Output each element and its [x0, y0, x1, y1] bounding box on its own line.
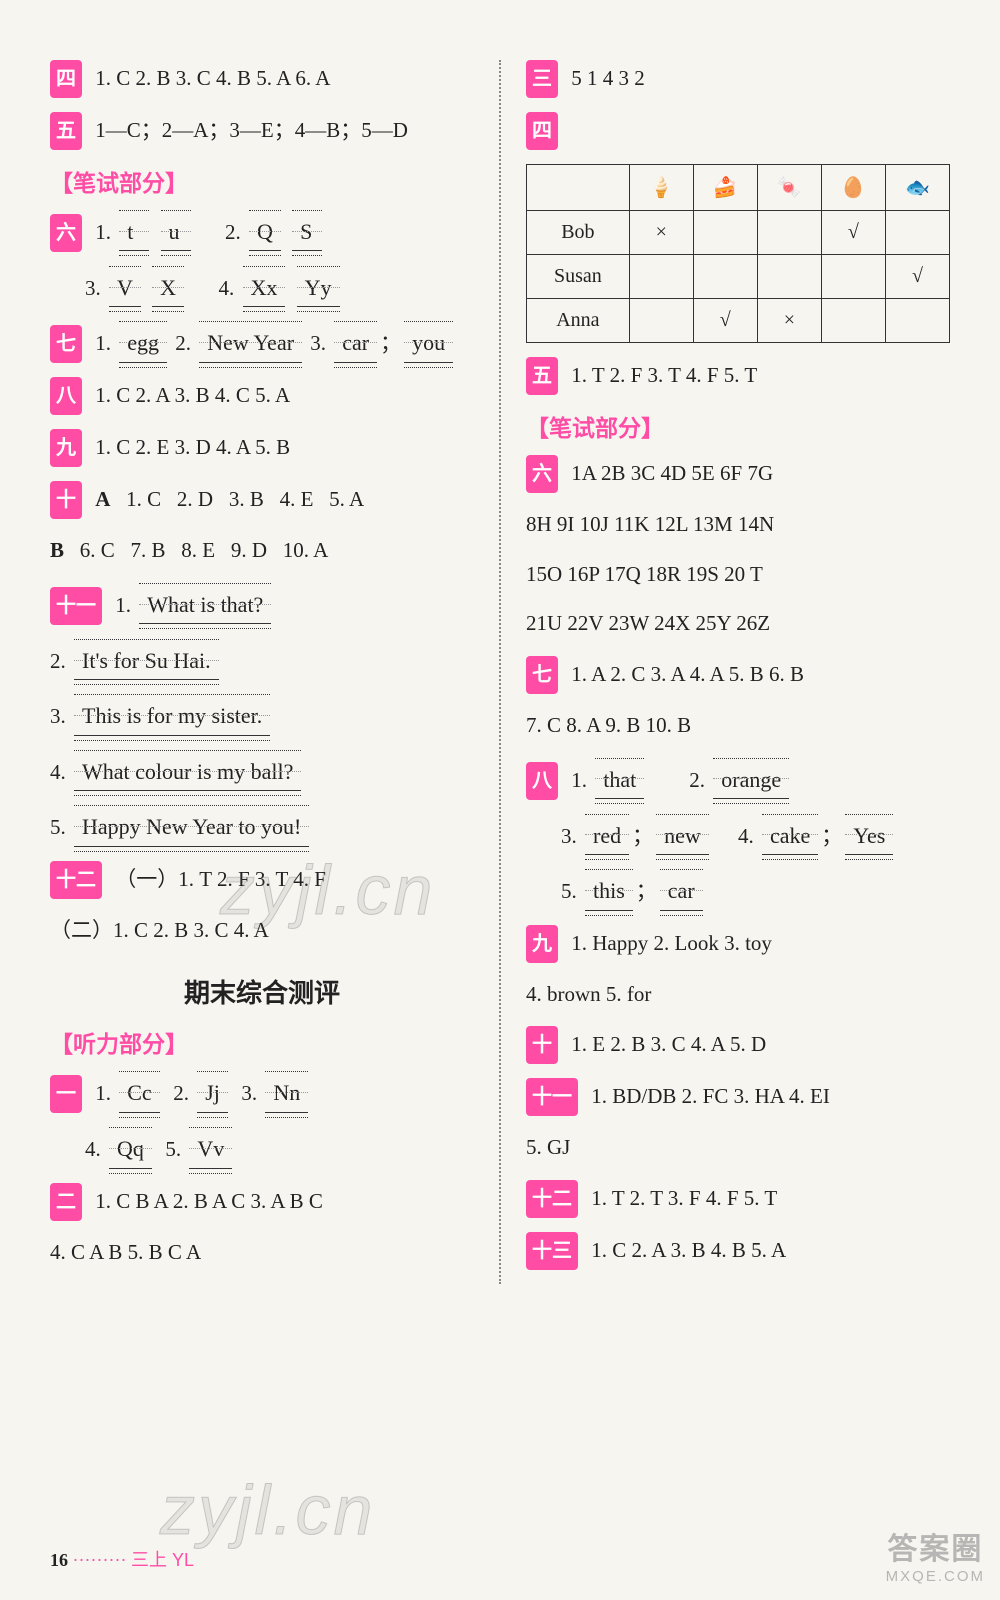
rq9-1: 九 1. Happy 2. Look 3. toy [526, 925, 950, 963]
marker-11: 十一 [50, 587, 102, 625]
q11-1: 十一 1. What is that? [50, 583, 474, 625]
marker-r5: 五 [526, 357, 558, 395]
marker-r6: 六 [526, 455, 558, 493]
marker-r11: 十一 [526, 1078, 578, 1116]
q9: 九 1. C 2. E 3. D 4. A 5. B [50, 429, 474, 467]
marker-r13: 十三 [526, 1232, 578, 1270]
rq6-1: 六 1A 2B 3C 4D 5E 6F 7G [526, 455, 950, 493]
rq13: 十三 1. C 2. A 3. B 4. B 5. A [526, 1232, 950, 1270]
page-number: 16 [50, 1550, 68, 1570]
q4-text: 1. C 2. B 3. C 4. B 5. A 6. A [95, 66, 330, 90]
rq5: 五 1. T 2. F 3. T 4. F 5. T [526, 357, 950, 395]
marker-7: 七 [50, 325, 82, 363]
marker-r8: 八 [526, 762, 558, 800]
q10a: 十 A 1. C 2. D 3. B 4. E 5. A [50, 481, 474, 519]
marker-6: 六 [50, 214, 82, 252]
rq6-4: 21U 22V 23W 24X 25Y 26Z [526, 606, 950, 642]
q6-line2: 3. V X 4. Xx Yy [85, 266, 474, 307]
marker-b1: 一 [50, 1075, 82, 1113]
watermark-2: zyjl.cn [160, 1470, 375, 1550]
rq8-1: 八 1. that 2. orange [526, 758, 950, 800]
table-row: Susan √ [527, 255, 950, 299]
exam-title: 期末综合测评 [50, 973, 474, 1010]
q11-2: 2. It's for Su Hai. [50, 639, 474, 680]
q12-1: 十二 （一）1. T 2. F 3. T 4. F [50, 861, 474, 899]
icon-icecream: 🍦 [629, 165, 693, 211]
q8: 八 1. C 2. A 3. B 4. C 5. A [50, 377, 474, 415]
marker-9: 九 [50, 429, 82, 467]
marker-b2: 二 [50, 1183, 82, 1221]
q6: 六 1. t u 2. Q S [50, 210, 474, 252]
marker-4: 四 [50, 60, 82, 98]
section-written-r: 【笔试部分】 [526, 409, 950, 443]
section-written: 【笔试部分】 [50, 164, 474, 198]
section-listening: 【听力部分】 [50, 1025, 474, 1059]
corner-watermark: 答案圈 MXQE.COM [886, 1524, 985, 1585]
q11-5: 5. Happy New Year to you! [50, 805, 474, 846]
page-footer: 16 ········· 三上 YL [50, 1546, 194, 1572]
rq10: 十 1. E 2. B 3. C 4. A 5. D [526, 1026, 950, 1064]
rq6-2: 8H 9I 10J 11K 12L 13M 14N [526, 507, 950, 543]
marker-8: 八 [50, 377, 82, 415]
rq8-2: 3. red；new 4. cake；Yes [561, 814, 950, 855]
icon-candy: 🍬 [757, 165, 821, 211]
q11-3: 3. This is for my sister. [50, 694, 474, 735]
q10b: B 6. C 7. B 8. E 9. D 10. A [50, 533, 474, 569]
bq2-line1: 二 1. C B A 2. B A C 3. A B C [50, 1183, 474, 1221]
right-column: 三 5 1 4 3 2 四 🍦 🍰 🍬 🥚 🐟 Bob × √ [526, 60, 950, 1284]
table-row: Bob × √ [527, 211, 950, 255]
marker-r3: 三 [526, 60, 558, 98]
table-row: Anna √ × [527, 299, 950, 343]
q12-2: （二）1. C 2. B 3. C 4. A [50, 913, 474, 949]
rq11-2: 5. GJ [526, 1130, 950, 1166]
q5-text: 1—C；2—A；3—E；4—B；5—D [95, 118, 408, 142]
rq7-2: 7. C 8. A 9. B 10. B [526, 708, 950, 744]
left-column: 四 1. C 2. B 3. C 4. B 5. A 6. A 五 1—C；2—… [50, 60, 474, 1284]
icon-egg: 🥚 [821, 165, 885, 211]
rq7-1: 七 1. A 2. C 3. A 4. A 5. B 6. B [526, 656, 950, 694]
marker-r7: 七 [526, 656, 558, 694]
table-header: 🍦 🍰 🍬 🥚 🐟 [527, 165, 950, 211]
rq4-marker: 四 [526, 112, 950, 150]
rq9-2: 4. brown 5. for [526, 977, 950, 1013]
food-table: 🍦 🍰 🍬 🥚 🐟 Bob × √ Susan √ [526, 164, 950, 343]
q4: 四 1. C 2. B 3. C 4. B 5. A 6. A [50, 60, 474, 98]
marker-r9: 九 [526, 925, 558, 963]
bq2-line2: 4. C A B 5. B C A [50, 1235, 474, 1271]
bq1-line1: 一 1. Cc 2. Jj 3. Nn [50, 1071, 474, 1113]
marker-r12: 十二 [526, 1180, 578, 1218]
marker-10: 十 [50, 481, 82, 519]
footer-code: 三上 YL [131, 1550, 194, 1570]
rq6-3: 15O 16P 17Q 18R 19S 20 T [526, 557, 950, 593]
q11-4: 4. What colour is my ball? [50, 750, 474, 791]
marker-r10: 十 [526, 1026, 558, 1064]
q7: 七 1. egg 2. New Year 3. car；you [50, 321, 474, 363]
rq8-3: 5. this；car [561, 869, 950, 910]
rq11-1: 十一 1. BD/DB 2. FC 3. HA 4. EI [526, 1078, 950, 1116]
icon-fish: 🐟 [885, 165, 949, 211]
icon-cake: 🍰 [693, 165, 757, 211]
marker-12: 十二 [50, 861, 102, 899]
rq12: 十二 1. T 2. T 3. F 4. F 5. T [526, 1180, 950, 1218]
marker-r4: 四 [526, 112, 558, 150]
marker-5: 五 [50, 112, 82, 150]
rq3: 三 5 1 4 3 2 [526, 60, 950, 98]
column-divider [499, 60, 501, 1284]
bq1-line2: 4. Qq 5. Vv [85, 1127, 474, 1168]
q5: 五 1—C；2—A；3—E；4—B；5—D [50, 112, 474, 150]
